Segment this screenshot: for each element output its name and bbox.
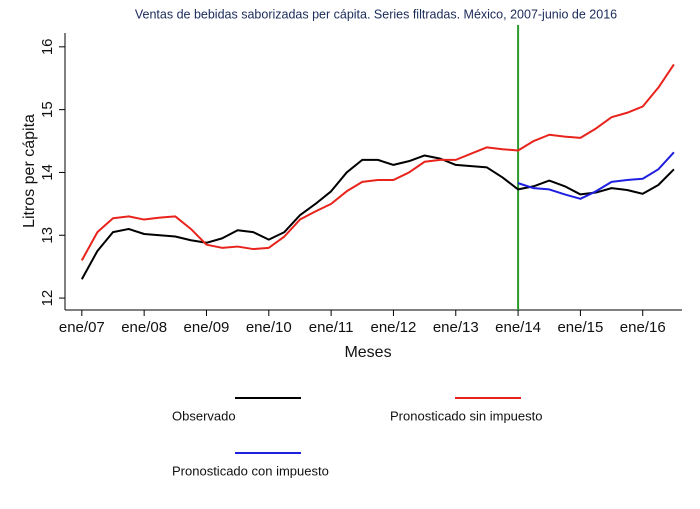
x-tick-label: ene/11 (309, 319, 354, 336)
legend-label: Observado (172, 408, 236, 423)
series-line (80, 63, 675, 261)
x-tick-label: ene/13 (433, 319, 479, 336)
x-tick-label: ene/07 (59, 319, 105, 336)
x-tick-label: ene/15 (557, 319, 603, 336)
legend-label: Pronosticado sin impuesto (390, 408, 542, 423)
chart-title: Ventas de bebidas saborizadas per cápita… (135, 7, 617, 21)
series-line (517, 151, 675, 200)
x-tick-label: ene/14 (495, 319, 541, 336)
x-tick-label: ene/16 (620, 319, 666, 336)
y-tick-label: 13 (39, 227, 56, 244)
y-tick-label: 15 (39, 101, 56, 118)
x-tick-label: ene/12 (370, 319, 416, 336)
x-tick-label: ene/08 (121, 319, 167, 336)
series-line (80, 154, 675, 280)
x-tick-label: ene/09 (184, 319, 230, 336)
y-tick-label: 16 (39, 38, 56, 55)
y-tick-label: 12 (39, 290, 56, 307)
y-axis-title: Litros per cápita (21, 114, 38, 228)
x-tick-label: ene/10 (246, 319, 292, 336)
y-tick-label: 14 (39, 164, 56, 181)
x-axis-title: Meses (344, 344, 391, 361)
legend-label: Pronosticado con impuesto (172, 463, 329, 478)
